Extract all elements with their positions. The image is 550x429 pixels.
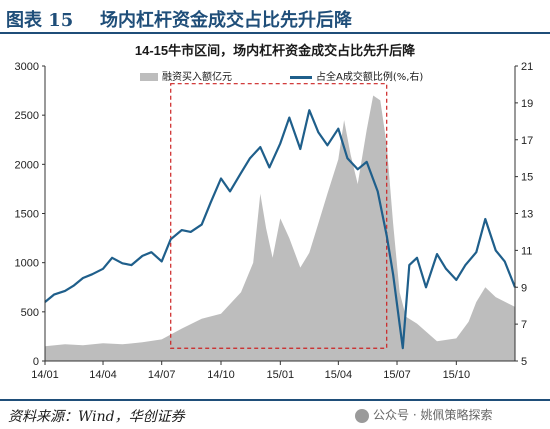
- line-point-42: [436, 253, 438, 255]
- line-point-25: [288, 117, 290, 119]
- y-left-tick-label: 2500: [15, 110, 39, 122]
- line-point-19: [229, 190, 231, 192]
- line-point-44: [455, 279, 457, 281]
- x-tick-label: 14/10: [207, 369, 235, 381]
- line-point-10: [141, 255, 143, 257]
- line-point-46: [475, 251, 477, 253]
- line-point-14: [181, 229, 183, 231]
- line-point-32: [357, 168, 359, 170]
- area-series-margin-buy: [45, 95, 515, 361]
- y-left-tick-label: 0: [33, 356, 39, 368]
- y-right-tick-label: 13: [521, 209, 533, 221]
- line-point-8: [121, 262, 123, 264]
- line-point-29: [326, 144, 328, 146]
- y-right-tick-label: 21: [521, 61, 533, 73]
- y-right-tick-label: 15: [521, 172, 533, 184]
- line-point-33: [366, 161, 368, 163]
- line-point-9: [130, 264, 132, 266]
- y-right-tick-label: 11: [521, 245, 532, 257]
- y-left-tick-label: 3000: [15, 61, 39, 73]
- line-point-43: [445, 268, 447, 270]
- line-point-49: [504, 260, 506, 263]
- y-left-tick-label: 2000: [15, 159, 39, 171]
- y-right-tick-label: 17: [521, 135, 533, 147]
- chart-title: 14-15牛市区间，场内杠杆资金成交占比先升后降: [134, 43, 416, 58]
- figure-header: 图表 15 场内杠杆资金成交占比先升后降: [0, 0, 550, 34]
- y-left-tick-label: 1000: [15, 258, 39, 270]
- line-point-20: [240, 172, 242, 174]
- line-point-13: [170, 238, 172, 240]
- figure-footer: 资料来源：Wind，华创证券 公众号 · 姚佩策略探索: [0, 399, 550, 429]
- line-point-31: [346, 157, 348, 159]
- line-point-34: [377, 190, 379, 192]
- line-point-40: [416, 257, 418, 259]
- figure-title: 场内杠杆资金成交占比先升后降: [100, 10, 352, 31]
- highlight-box: [170, 83, 388, 349]
- legend-item-area: 融资买入额亿元: [140, 68, 232, 83]
- line-point-41: [425, 286, 427, 288]
- line-point-28: [317, 131, 319, 133]
- line-point-47: [484, 218, 486, 220]
- line-point-21: [249, 157, 251, 159]
- line-point-39: [408, 264, 410, 266]
- figure-number: 图表 15: [6, 10, 74, 31]
- line-point-1: [53, 294, 55, 296]
- y-right-tick-label: 9: [521, 282, 527, 294]
- x-tick-label: 15/04: [325, 369, 353, 381]
- legend-swatch-area: [140, 73, 158, 81]
- x-tick-label: 14/01: [31, 369, 59, 381]
- line-point-22: [259, 146, 261, 148]
- x-tick-label: 15/10: [443, 369, 471, 381]
- y-left-tick-label: 1500: [15, 209, 39, 221]
- line-point-35: [386, 235, 388, 237]
- x-tick-label: 15/01: [267, 369, 295, 381]
- wechat-icon: [355, 408, 369, 423]
- line-point-24: [279, 142, 281, 145]
- watermark: 公众号 · 姚佩策略探索: [355, 406, 492, 423]
- line-point-11: [150, 251, 152, 253]
- line-point-6: [102, 268, 104, 270]
- x-tick-label: 15/07: [383, 369, 411, 381]
- line-point-2: [64, 290, 66, 292]
- legend-label-line: 占全A成交额比例(%,右): [316, 72, 424, 83]
- line-point-12: [161, 260, 163, 263]
- y-left-tick-label: 500: [21, 307, 39, 319]
- line-point-48: [495, 249, 497, 251]
- line-point-37: [398, 323, 401, 325]
- line-point-27: [308, 109, 310, 111]
- line-point-16: [201, 223, 203, 226]
- line-point-30: [337, 128, 339, 130]
- chart-svg: 0 500 1000 1500 2000 2500 3000 5 7 9 11 13 15 17 19 21 1…: [15, 61, 534, 381]
- line-point-23: [268, 166, 270, 169]
- x-tick-label: 14/04: [89, 369, 117, 381]
- line-point-4: [82, 277, 84, 279]
- line-point-45: [464, 264, 466, 266]
- source-note: 资料来源：Wind，华创证券: [8, 409, 185, 425]
- x-tick-label: 14/07: [148, 369, 176, 381]
- line-point-18: [220, 177, 222, 180]
- legend-item-line: 占全A成交额比例(%,右): [290, 68, 423, 83]
- y-right-tick-label: 7: [521, 319, 527, 331]
- line-point-5: [91, 273, 93, 275]
- line-point-3: [73, 284, 75, 287]
- line-point-17: [210, 201, 212, 204]
- legend-label-area: 融资买入额亿元: [162, 72, 232, 83]
- line-point-15: [190, 231, 192, 233]
- watermark-text: 公众号 · 姚佩策略探索: [373, 408, 493, 422]
- line-point-38: [402, 347, 404, 349]
- line-point-36: [392, 273, 394, 275]
- legend-swatch-line: [290, 75, 312, 79]
- y-right-tick-label: 19: [521, 98, 533, 110]
- line-point-7: [111, 257, 113, 259]
- line-point-26: [299, 148, 301, 150]
- y-right-tick-label: 5: [521, 356, 527, 368]
